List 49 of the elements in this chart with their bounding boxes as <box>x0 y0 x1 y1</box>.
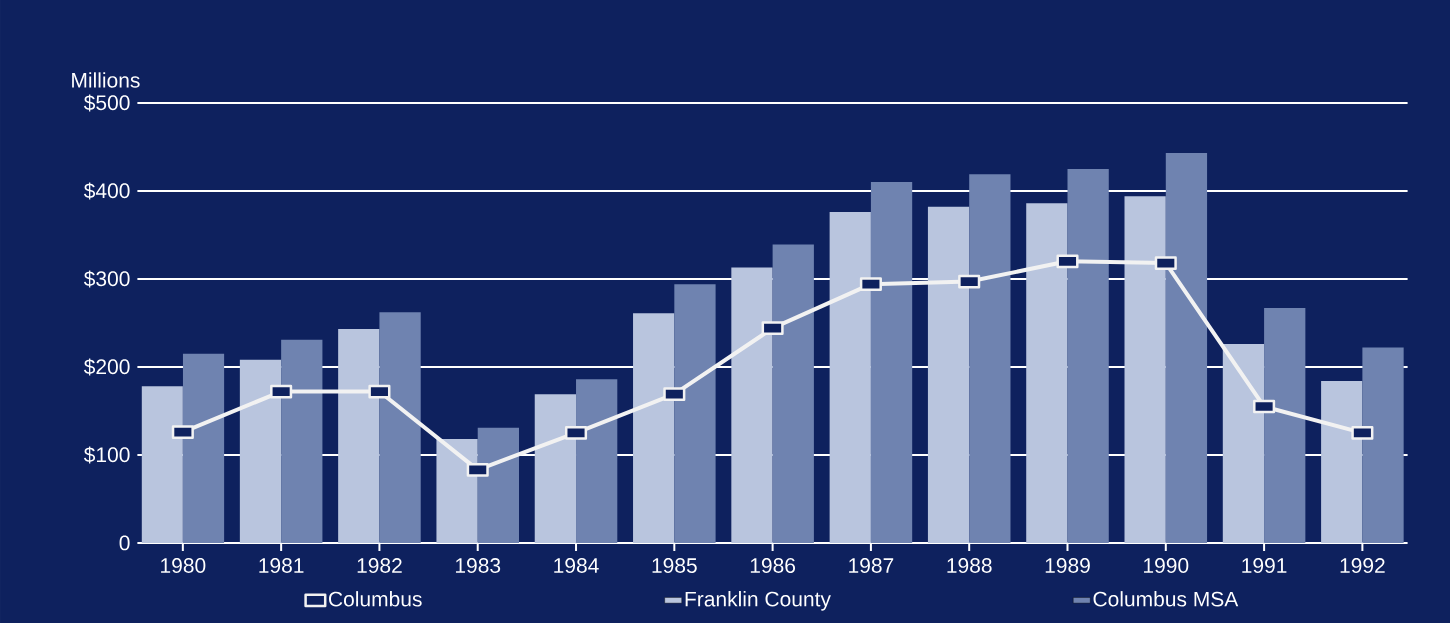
bar <box>1222 344 1265 543</box>
x-tick-label: 1980 <box>161 558 206 573</box>
x-tick-label: 1983 <box>455 558 501 573</box>
bar <box>182 353 225 543</box>
bar <box>436 439 478 543</box>
x-tick-label: 1986 <box>750 558 796 573</box>
x-tick-label: 1985 <box>652 558 697 573</box>
bar <box>969 174 1011 543</box>
bar <box>731 267 773 543</box>
bar <box>1067 168 1109 543</box>
x-tick-label: 1992 <box>1340 558 1385 573</box>
y-axis-title: Millions <box>72 72 140 88</box>
y-tick-label: $500 <box>83 94 130 112</box>
y-tick-label: $400 <box>83 182 130 200</box>
bar <box>927 206 970 543</box>
x-tick-label: 1984 <box>554 558 599 573</box>
legend-label: Franklin County <box>685 591 831 611</box>
bar <box>239 359 282 543</box>
x-tick-label: 1987 <box>849 558 894 573</box>
y-tick-label: $200 <box>83 358 130 376</box>
y-tick-label: $300 <box>83 270 130 288</box>
legend-label: Columbus MSA <box>1093 591 1239 607</box>
bar <box>1321 380 1363 543</box>
x-tick-label: 1991 <box>1242 558 1287 573</box>
y-tick-label: $100 <box>83 446 130 464</box>
x-tick-label: 1981 <box>259 558 304 573</box>
bar <box>1124 196 1166 543</box>
bar <box>534 394 577 543</box>
bar <box>1362 347 1404 543</box>
y-tick-label: 0 <box>119 535 130 551</box>
bar <box>338 329 380 543</box>
bar <box>1165 153 1208 543</box>
legend-label: Columbus <box>329 591 422 607</box>
bar <box>379 312 421 543</box>
bar <box>633 313 675 543</box>
x-tick-label: 1990 <box>1144 558 1189 573</box>
bar <box>1026 203 1068 543</box>
bar <box>674 284 716 543</box>
bar <box>772 244 814 543</box>
x-tick-label: 1988 <box>947 558 992 573</box>
bar <box>829 212 871 543</box>
bar <box>1264 307 1306 543</box>
bar <box>576 379 618 543</box>
bar <box>141 386 183 543</box>
bar <box>477 427 520 543</box>
bar <box>281 339 323 543</box>
x-tick-label: 1989 <box>1045 558 1090 573</box>
x-tick-label: 1982 <box>357 558 402 573</box>
bar <box>870 182 913 543</box>
